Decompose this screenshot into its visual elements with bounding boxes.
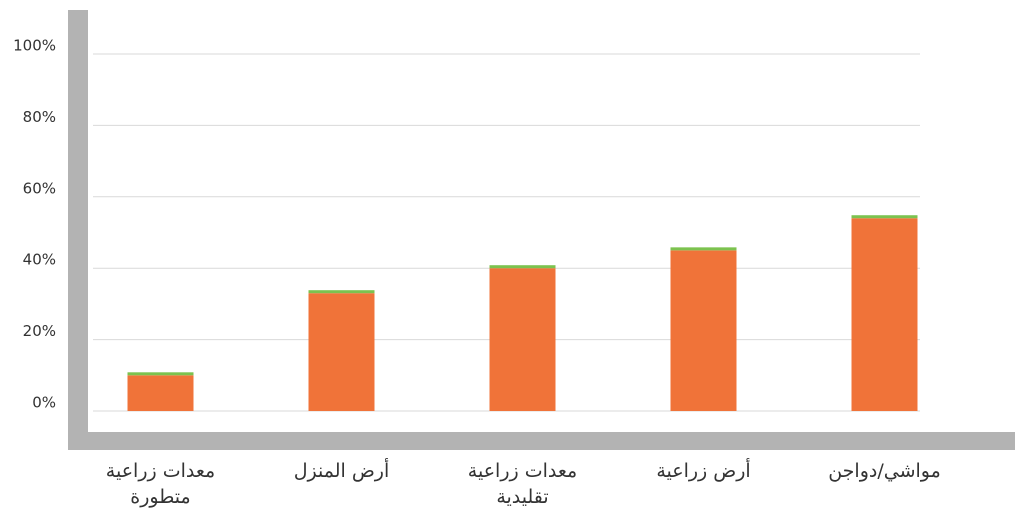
x-axis-bar [68,432,1015,450]
x-tick-label: أرض زراعية [634,458,774,484]
bar-grass [128,372,194,375]
y-tick-label: 80% [23,108,56,126]
bar [852,218,918,411]
bar [128,375,194,411]
page: {"chart_data": {"type": "bar", "categori… [0,0,1015,522]
bar-grass [852,215,918,218]
x-tick-label: معدات زراعية متطورة [91,458,231,510]
y-tick-label: 20% [23,322,56,340]
bar-grass [309,290,375,293]
bar [490,268,556,411]
bar-grass [671,247,737,250]
bar-grass [490,265,556,268]
y-tick-label: 100% [13,37,56,55]
y-tick-label: 60% [23,179,56,197]
x-tick-label: أرض المنزل [272,458,412,484]
bar [671,250,737,411]
y-tick-label: 0% [32,394,56,412]
y-tick-label: 40% [23,251,56,269]
chart: 0% 20% 40% 60% 80% 100% [0,0,1015,522]
x-tick-label: مواشي/دواجن [815,458,955,484]
y-axis-bar [68,10,88,450]
x-tick-label: معدات زراعية تقليدية [453,458,593,510]
bar [309,293,375,411]
